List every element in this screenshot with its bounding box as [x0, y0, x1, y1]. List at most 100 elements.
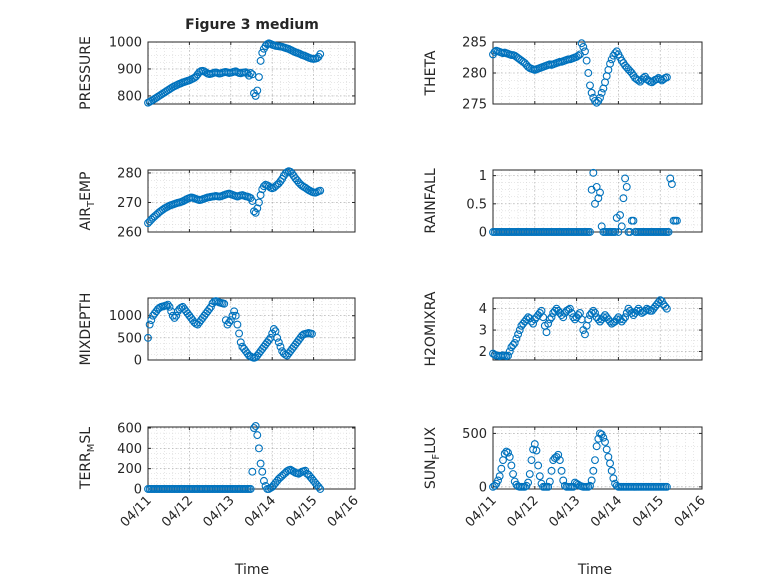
- data-point: [250, 424, 258, 432]
- y-tick-label: 4: [479, 302, 487, 317]
- data-point: [654, 298, 663, 307]
- data-point: [557, 466, 566, 475]
- data-point: [664, 228, 673, 236]
- data-point: [554, 450, 563, 459]
- data-point: [534, 461, 543, 470]
- series-pressure: [144, 39, 325, 107]
- y-tick-label: 400: [117, 442, 142, 457]
- y-tick-label: 280: [117, 166, 142, 181]
- data-point: [606, 59, 614, 68]
- data-point: [592, 182, 601, 191]
- data-point: [509, 341, 518, 349]
- data-point: [510, 338, 519, 347]
- y-tick-label: 200: [117, 462, 142, 477]
- data-point: [587, 476, 596, 485]
- data-point: [581, 330, 589, 339]
- data-point: [589, 168, 598, 177]
- data-point: [168, 311, 177, 320]
- data-point: [574, 51, 583, 60]
- data-point: [256, 459, 265, 468]
- data-point: [621, 174, 630, 183]
- y-tick-label: 800: [117, 89, 142, 104]
- data-point: [591, 309, 599, 317]
- data-point: [672, 216, 681, 225]
- axes-box-pressure: [147, 41, 356, 105]
- data-point: [606, 459, 614, 468]
- data-point: [505, 347, 514, 356]
- data-point: [246, 485, 255, 493]
- data-point: [545, 315, 554, 324]
- data-point: [586, 481, 594, 490]
- y-tick-label: 0.5: [466, 197, 487, 212]
- data-point: [316, 50, 325, 59]
- data-point: [616, 211, 625, 220]
- data-point: [147, 316, 156, 325]
- axes-box-terr-msl: [147, 426, 356, 490]
- data-point: [614, 228, 623, 236]
- y-tick-label: 260: [117, 226, 142, 241]
- data-point: [527, 456, 536, 465]
- y-tick-label: 285: [462, 36, 487, 51]
- data-point: [596, 188, 604, 197]
- data-point: [226, 316, 235, 325]
- data-point: [584, 69, 593, 77]
- data-point: [617, 222, 626, 231]
- data-point: [666, 174, 675, 183]
- data-point: [507, 461, 516, 470]
- y-tick-label: 280: [462, 67, 487, 82]
- y-axis-label-pressure: PRESSURE: [78, 36, 94, 110]
- data-point: [231, 311, 240, 320]
- data-point: [544, 482, 553, 491]
- x-axis-label-right: Time: [577, 562, 612, 578]
- data-point: [629, 216, 638, 225]
- data-point: [220, 299, 229, 308]
- data-point: [591, 456, 599, 465]
- data-point: [584, 315, 593, 324]
- y-tick-label: 500: [117, 331, 142, 346]
- data-point: [579, 43, 588, 51]
- data-point: [248, 467, 257, 476]
- y-tick-label: 600: [117, 422, 142, 437]
- data-point: [243, 69, 252, 78]
- series-h2omixra: [489, 296, 671, 361]
- data-point: [163, 300, 172, 309]
- y-tick-label: 500: [462, 427, 487, 442]
- series-rainfall: [489, 168, 681, 236]
- data-point: [627, 309, 636, 317]
- data-point: [495, 472, 504, 481]
- y-tick-label: 2: [479, 345, 487, 360]
- data-point: [504, 448, 512, 457]
- x-axis-label-left: Time: [234, 562, 269, 578]
- data-point: [621, 313, 630, 322]
- y-axis-label-air-temp: AIRTEMP: [78, 172, 97, 231]
- series-air-temp: [144, 167, 325, 228]
- data-point: [233, 320, 242, 329]
- data-point: [269, 325, 278, 333]
- y-axis-label-sun-flux: SUNFLUX: [423, 426, 442, 489]
- data-point: [589, 466, 598, 475]
- data-point: [662, 482, 671, 491]
- data-point: [550, 306, 559, 315]
- data-point: [494, 476, 502, 485]
- data-point: [273, 333, 282, 342]
- series-theta: [489, 39, 671, 107]
- data-point: [529, 319, 538, 328]
- subplot-rainfall: 0 0.5 1 RAINFALL: [423, 168, 703, 241]
- data-point: [255, 198, 263, 207]
- data-point: [611, 49, 620, 58]
- data-point: [529, 445, 538, 454]
- series-terr-msl: [144, 422, 325, 493]
- axes-box-rainfall: [492, 169, 703, 233]
- data-point: [589, 306, 598, 315]
- data-point: [555, 456, 564, 465]
- data-point: [594, 194, 603, 203]
- y-axis-label-h2omixra: H2OMIXRA: [423, 291, 439, 366]
- data-point: [662, 304, 671, 313]
- subplot-pressure: 800 900 1000 PRESSURE: [78, 36, 356, 110]
- data-point: [316, 186, 325, 195]
- data-point: [172, 311, 181, 320]
- data-point: [545, 477, 554, 486]
- data-point: [559, 476, 568, 485]
